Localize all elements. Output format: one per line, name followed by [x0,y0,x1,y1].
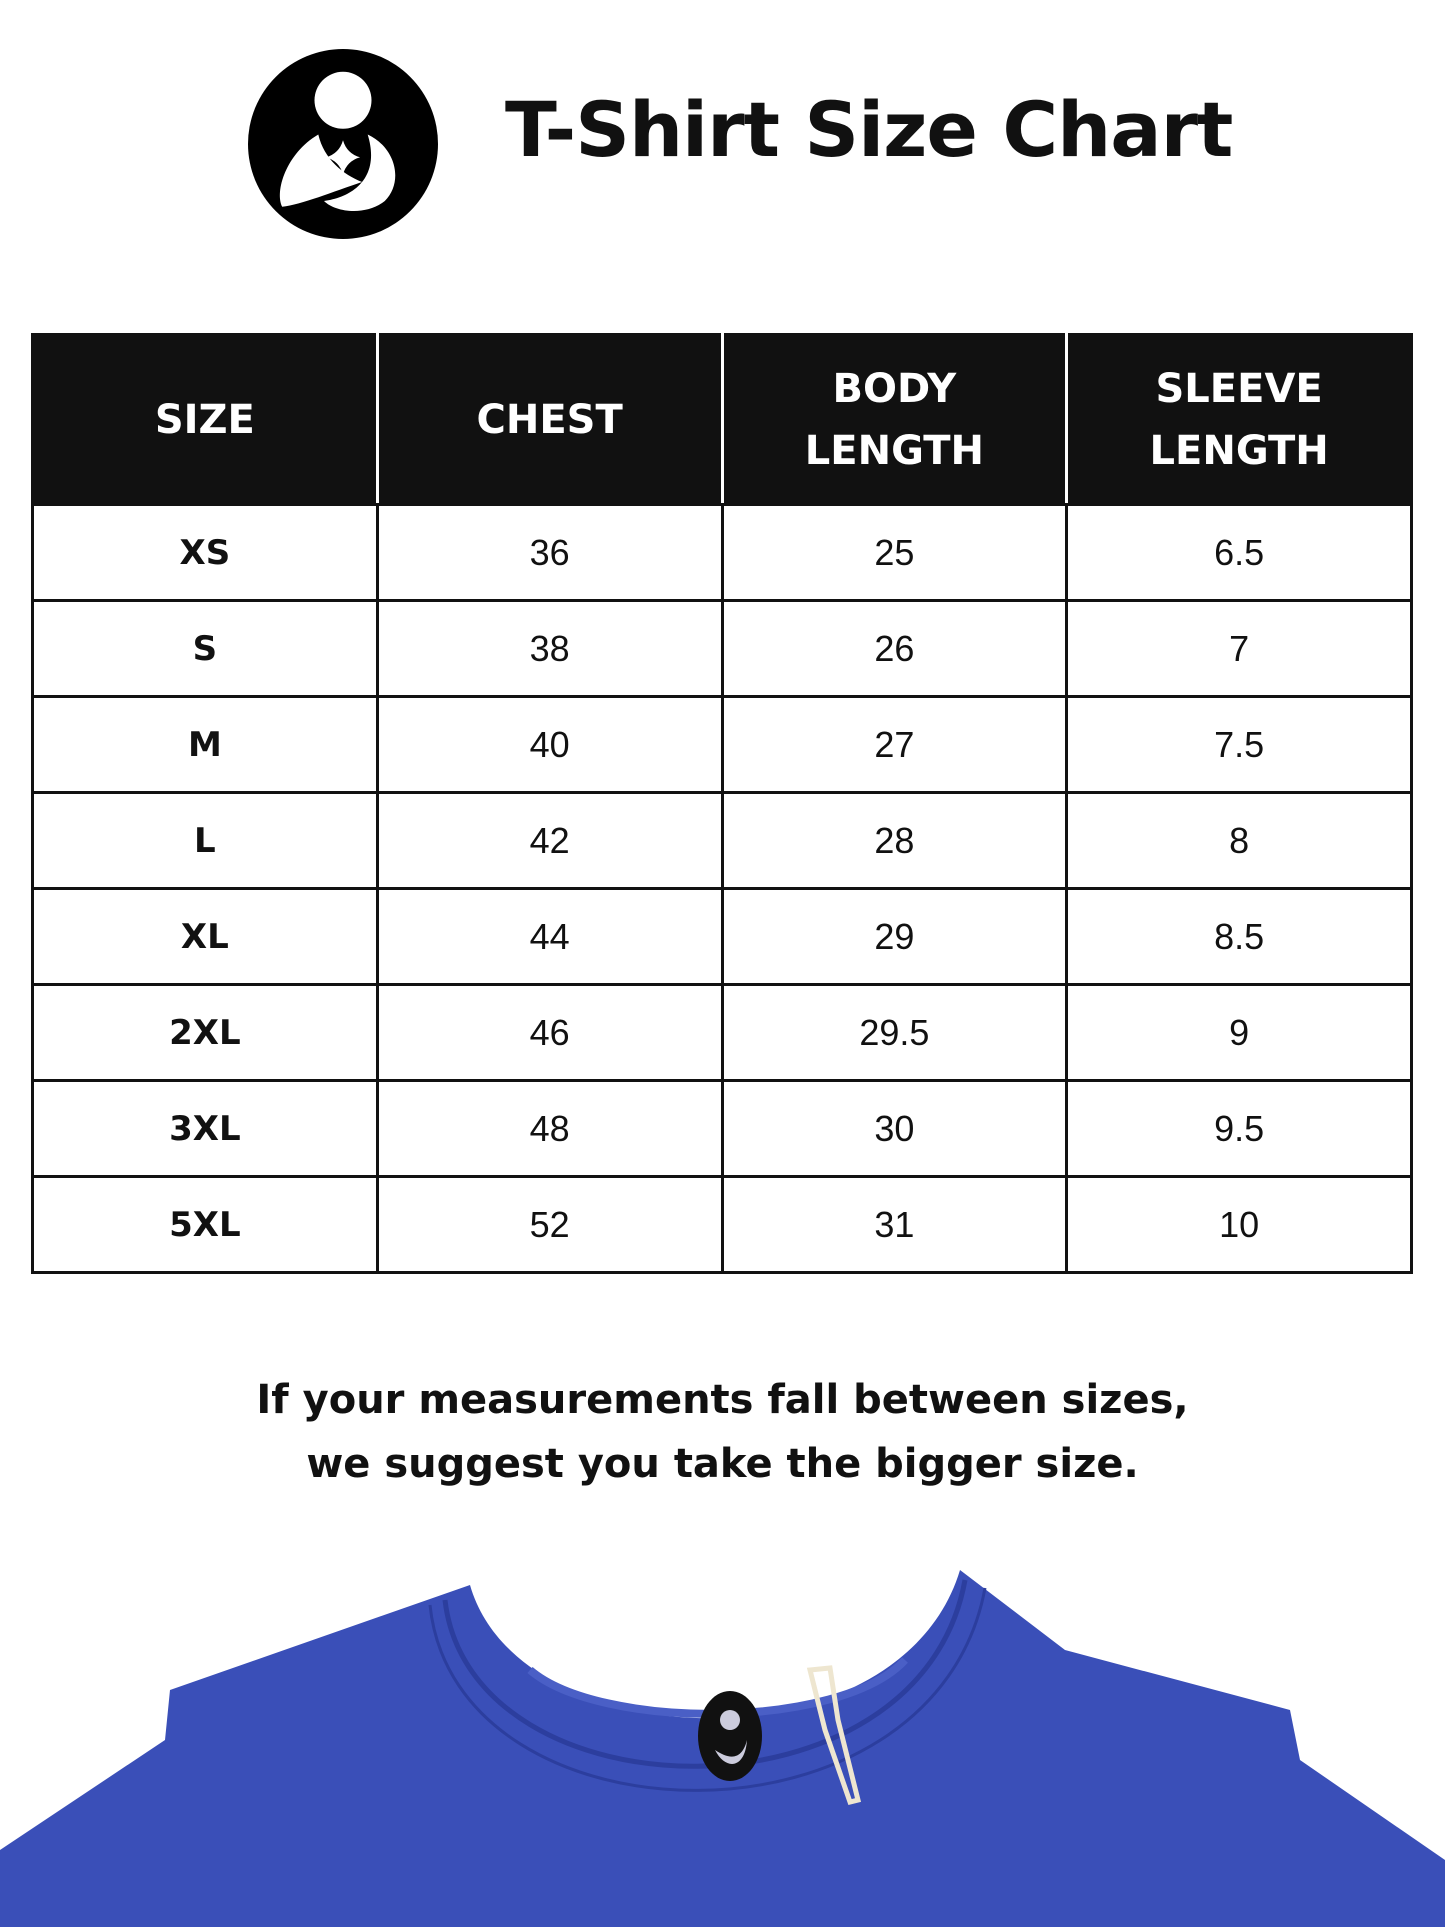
column-header: BODY LENGTH [720,333,1069,506]
measurement-cell: 48 [375,1079,724,1178]
table-row: 3XL 48 30 9.5 [31,1079,1413,1178]
measurement-cell: 40 [375,695,724,794]
tshirt-photo [0,1570,1445,1927]
column-header: SLEEVE LENGTH [1065,333,1413,506]
measurement-cell: 36 [375,503,724,602]
table-row: XS 36 25 6.5 [31,503,1413,602]
measurement-cell: 8 [1065,791,1413,890]
measurement-cell: 8.5 [1065,887,1413,986]
measurement-cell: 9 [1065,983,1413,1082]
column-header-line: LENGTH [1149,427,1329,474]
size-cell: L [31,791,379,890]
measurement-cell: 25 [720,503,1069,602]
size-cell: M [31,695,379,794]
measurement-cell: 6.5 [1065,503,1413,602]
column-header: SIZE [31,333,379,506]
table-header-row: SIZE CHEST BODY LENGTH SLEEVE LENGTH [31,333,1413,506]
measurement-cell: 42 [375,791,724,890]
size-chart-table: SIZE CHEST BODY LENGTH SLEEVE LENGTH XS 36 25 6.… [31,333,1413,1274]
table-row: XL 44 29 8.5 [31,887,1413,986]
column-header-line: CHEST [476,396,623,443]
sizing-note: If your measurements fall between sizes,… [0,1368,1445,1496]
brand-logo-icon [248,49,438,239]
note-line-1: If your measurements fall between sizes, [256,1377,1189,1423]
size-cell: XS [31,503,379,602]
measurement-cell: 46 [375,983,724,1082]
column-header-line: LENGTH [804,427,984,474]
size-cell: S [31,599,379,698]
measurement-cell: 7 [1065,599,1413,698]
measurement-cell: 31 [720,1175,1069,1274]
size-cell: XL [31,887,379,986]
measurement-cell: 30 [720,1079,1069,1178]
size-cell: 2XL [31,983,379,1082]
table-row: L 42 28 8 [31,791,1413,890]
column-header: CHEST [375,333,724,506]
column-header-line: SIZE [154,396,255,443]
size-cell: 3XL [31,1079,379,1178]
measurement-cell: 10 [1065,1175,1413,1274]
table-row: S 38 26 7 [31,599,1413,698]
page-title: T-Shirt Size Chart [505,85,1233,174]
measurement-cell: 44 [375,887,724,986]
measurement-cell: 9.5 [1065,1079,1413,1178]
measurement-cell: 7.5 [1065,695,1413,794]
table-row: M 40 27 7.5 [31,695,1413,794]
measurement-cell: 26 [720,599,1069,698]
measurement-cell: 27 [720,695,1069,794]
measurement-cell: 38 [375,599,724,698]
measurement-cell: 52 [375,1175,724,1274]
table-row: 5XL 52 31 10 [31,1175,1413,1274]
column-header-line: BODY [832,365,957,412]
column-header-line: SLEEVE [1155,365,1323,412]
measurement-cell: 28 [720,791,1069,890]
size-cell: 5XL [31,1175,379,1274]
note-line-2: we suggest you take the bigger size. [306,1441,1139,1487]
measurement-cell: 29.5 [720,983,1069,1082]
measurement-cell: 29 [720,887,1069,986]
table-row: 2XL 46 29.5 9 [31,983,1413,1082]
